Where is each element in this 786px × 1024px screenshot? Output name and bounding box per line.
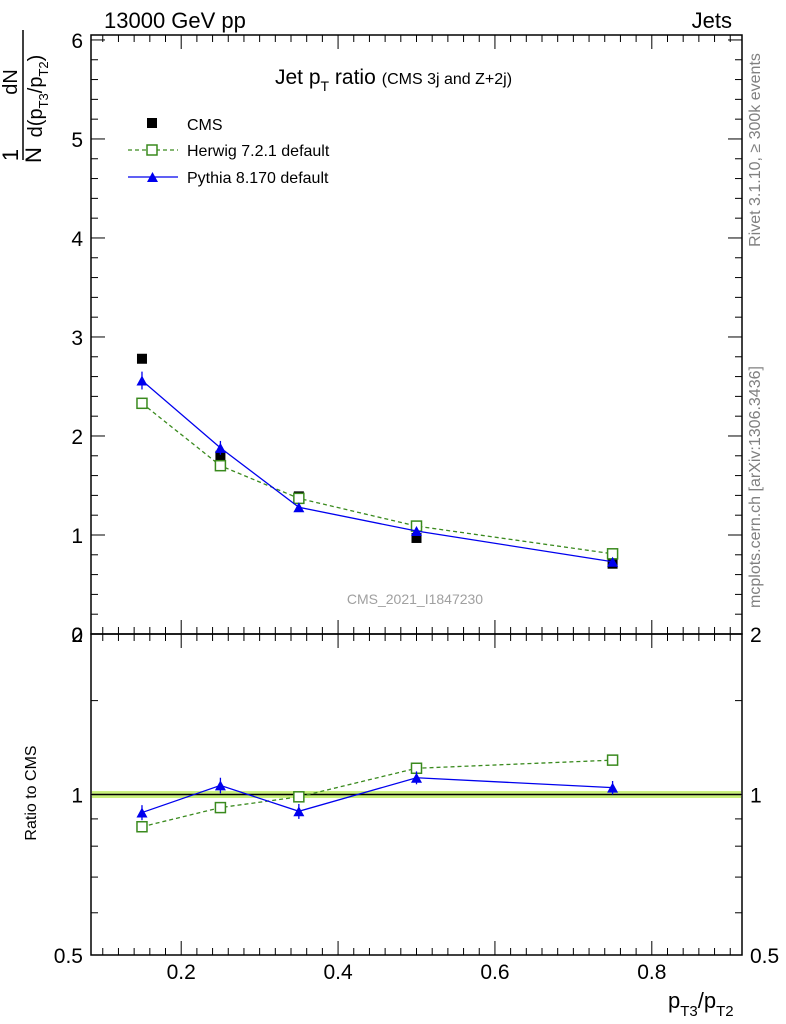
- analysis-watermark: CMS_2021_I1847230: [347, 591, 483, 607]
- ylabel-dn: dN: [0, 69, 22, 95]
- main-y-tick-label: 1: [71, 525, 83, 548]
- title-text: Jet p: [275, 66, 321, 89]
- legend-cms-marker: [147, 118, 157, 128]
- main-series-layer: [136, 353, 619, 569]
- main-pythia-marker: [411, 526, 422, 537]
- process-label: Jets: [692, 8, 732, 33]
- main-herwig-marker: [214, 459, 227, 472]
- ratio-herwig-marker: [293, 791, 305, 803]
- ratio-herwig-marker: [214, 801, 227, 814]
- x-tick-label: 0.4: [323, 961, 353, 984]
- x-tick-label: 0.8: [637, 961, 666, 984]
- ratio-y-tick-label-right: 2: [750, 624, 762, 647]
- x-axis-label: pT3/pT2: [668, 988, 734, 1020]
- axis-ticks: 0 1 2 3 4 5 6 0.2 0.4 0.6 0.8 0.5 0.5 1 1 2 2: [54, 30, 779, 984]
- main-herwig-line: [141, 402, 613, 555]
- title-rest: ratio: [329, 66, 376, 89]
- main-herwig-marker: [136, 397, 148, 410]
- ratio-herwig-marker: [606, 754, 619, 766]
- legend-pythia-label: Pythia 8.170 default: [187, 170, 329, 187]
- main-pythia-marker: [136, 375, 148, 386]
- main-y-tick-label: 3: [71, 327, 83, 350]
- ratio-pythia-marker: [607, 782, 619, 793]
- ylabel-denominator: d(pT3/pT2): [25, 55, 51, 138]
- ratio-pythia-marker: [136, 807, 148, 818]
- ratio-herwig-line: [141, 759, 613, 828]
- svg-text:Jet pT ratio(CMS 3j and Z+2j): Jet pT ratio (CMS 3j and Z+2j): [275, 66, 512, 94]
- main-pythia-line: [141, 380, 613, 563]
- legend-pythia-marker: [147, 172, 158, 182]
- main-y-axis-label: 1 N dN d(pT3/pT2): [0, 30, 51, 163]
- ratio-y-axis-label: Ratio to CMS: [23, 745, 40, 840]
- ratio-y-tick-label: 1: [71, 785, 83, 808]
- ratio-series-layer: [136, 754, 619, 833]
- main-plot-title: Jet pT ratio (CMS 3j and Z+2j): [275, 66, 512, 94]
- main-pythia-marker: [607, 556, 619, 567]
- ratio-pythia-marker: [293, 806, 305, 817]
- rivet-version-label: Rivet 3.1.10, ≥ 300k events: [747, 53, 764, 247]
- main-herwig-marker: [293, 492, 305, 505]
- ylabel-n: N: [21, 147, 46, 163]
- main-y-tick-label: 0: [71, 624, 83, 647]
- ratio-y-tick-label: 0.5: [54, 945, 83, 968]
- main-pythia-marker: [293, 502, 305, 513]
- ratio-y-tick-label-right: 1: [750, 785, 762, 808]
- title-subscript: T: [321, 78, 330, 94]
- ylabel-one: 1: [0, 149, 23, 161]
- ratio-herwig-marker: [136, 820, 148, 833]
- main-y-tick-label: 2: [71, 426, 83, 449]
- main-cms-marker: [215, 450, 226, 461]
- main-y-tick-label: 5: [71, 129, 83, 152]
- title-suffix: (CMS 3j and Z+2j): [382, 71, 512, 88]
- ratio-pythia-marker: [411, 772, 422, 783]
- ratio-y-tick-label-right: 0.5: [750, 945, 779, 968]
- main-y-tick-label: 4: [71, 228, 83, 251]
- ratio-pythia-marker: [214, 780, 226, 791]
- main-y-tick-label: 6: [71, 30, 83, 53]
- main-pythia-marker: [214, 442, 226, 453]
- legend-cms-label: CMS: [187, 117, 223, 134]
- x-tick-label: 0.2: [167, 961, 196, 984]
- mcplots-label: mcplots.cern.ch [arXiv:1306.3436]: [747, 366, 764, 608]
- x-tick-label: 0.6: [480, 961, 509, 984]
- legend: CMS Herwig 7.2.1 default Pythia 8.170 de…: [128, 117, 330, 187]
- main-cms-marker: [411, 532, 422, 543]
- legend-herwig-label: Herwig 7.2.1 default: [187, 143, 330, 160]
- energy-label: 13000 GeV pp: [104, 8, 246, 33]
- ratio-y-tick-label: 2: [71, 624, 83, 647]
- main-cms-marker: [136, 353, 147, 364]
- legend-herwig-marker: [146, 144, 158, 156]
